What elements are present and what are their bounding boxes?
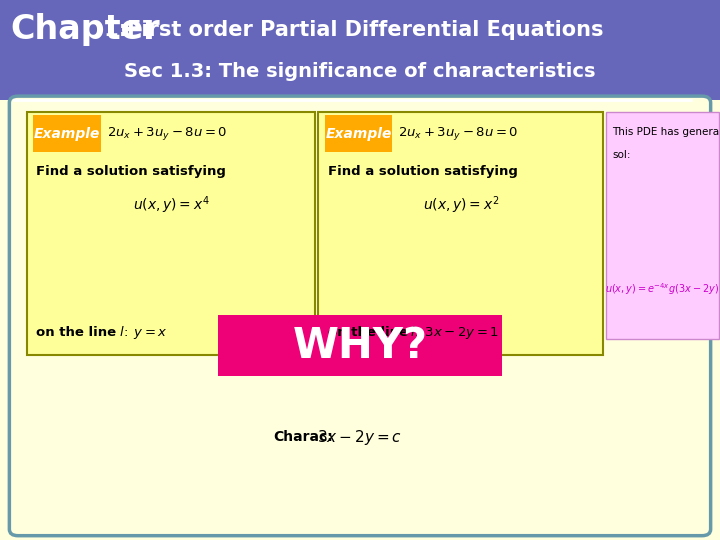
Text: Example: Example [34,127,100,140]
Text: Chapter: Chapter [11,14,161,46]
FancyBboxPatch shape [325,115,392,152]
FancyBboxPatch shape [606,112,719,339]
Text: on the line: on the line [328,326,408,339]
FancyBboxPatch shape [218,315,502,376]
Text: $l\!: \; 3x - 2y = 1$: $l\!: \; 3x - 2y = 1$ [410,323,500,341]
Text: $2u_x + 3u_y - 8u = 0$: $2u_x + 3u_y - 8u = 0$ [107,125,227,142]
FancyBboxPatch shape [33,115,101,152]
Text: on the line: on the line [36,326,116,339]
Text: $l\!: \; y = x$: $l\!: \; y = x$ [119,323,168,341]
Text: This PDE has general: This PDE has general [612,127,720,137]
Text: $3x - 2y = c$: $3x - 2y = c$ [317,428,402,447]
Text: $u(x, y) = x^2$: $u(x, y) = x^2$ [423,194,499,216]
Text: $u(x, y) = x^4$: $u(x, y) = x^4$ [132,194,210,216]
FancyBboxPatch shape [27,112,315,355]
Text: $u(x,y) = e^{-4x}g(3x - 2y)$: $u(x,y) = e^{-4x}g(3x - 2y)$ [606,281,719,297]
Text: Find a solution satisfying: Find a solution satisfying [36,165,226,178]
Text: Example: Example [325,127,392,140]
Text: Find a solution satisfying: Find a solution satisfying [328,165,518,178]
Bar [0,0,720,100]
Text: 1:First order Partial Differential Equations: 1:First order Partial Differential Equat… [97,20,603,40]
Text: sol:: sol: [612,150,631,160]
FancyBboxPatch shape [9,96,711,536]
Text: Charac:: Charac: [274,430,333,444]
Text: WHY?: WHY? [292,325,428,367]
Text: $2u_x + 3u_y - 8u = 0$: $2u_x + 3u_y - 8u = 0$ [398,125,518,142]
Text: Sec 1.3: The significance of characteristics: Sec 1.3: The significance of characteris… [125,63,595,82]
FancyBboxPatch shape [318,112,603,355]
